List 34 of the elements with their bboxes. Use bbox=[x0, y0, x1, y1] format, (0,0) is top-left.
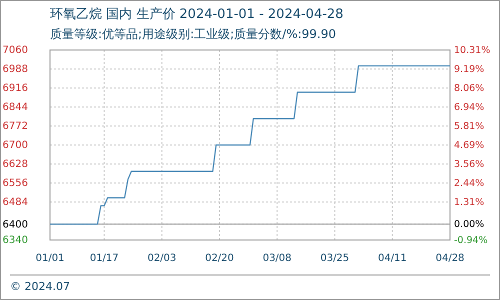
y-tick-label: 6916 bbox=[2, 83, 28, 94]
y-tick-label: 6844 bbox=[2, 102, 28, 114]
y2-tick-label: 9.19% bbox=[454, 64, 484, 75]
y-tick-label: 6556 bbox=[2, 178, 28, 190]
y2-tick-label: 4.69% bbox=[454, 140, 484, 151]
x-tick-label: 04/28 bbox=[436, 253, 464, 264]
y-tick-label: 6400 bbox=[2, 219, 28, 230]
y-tick-label: 6772 bbox=[2, 121, 28, 132]
y-tick-label: 6340 bbox=[2, 235, 28, 246]
y2-tick-label: 5.81% bbox=[454, 121, 484, 132]
x-tick-label: 03/25 bbox=[320, 253, 350, 264]
x-tick-label: 03/08 bbox=[262, 253, 292, 264]
chart-subtitle: 质量等级:优等品;用途级别:工业级;质量分数/%:99.90 bbox=[50, 27, 336, 41]
x-tick-label: 02/03 bbox=[147, 253, 176, 264]
x-tick-label: 04/11 bbox=[378, 253, 407, 264]
x-tick-label: 01/17 bbox=[90, 253, 119, 264]
text: © 2024.07 bbox=[10, 280, 70, 293]
y-tick-label: 7060 bbox=[2, 45, 28, 56]
y-tick-label: 6700 bbox=[2, 140, 28, 152]
y2-tick-label: 8.06% bbox=[454, 83, 484, 94]
x-tick-label: 01/01 bbox=[36, 253, 64, 264]
y-tick-label: 6484 bbox=[2, 197, 28, 208]
x-tick-label: 02/20 bbox=[205, 253, 234, 264]
y-tick-label: 6988 bbox=[2, 64, 28, 76]
line-series bbox=[49, 65, 451, 225]
chart-title: 环氧乙烷 国内 生产价 2024-01-01 - 2024-04-28 bbox=[50, 7, 344, 22]
y2-tick-label: -0.94% bbox=[454, 235, 488, 246]
y2-tick-label: 10.31% bbox=[454, 45, 490, 56]
y2-tick-label: 1.31% bbox=[454, 197, 484, 208]
y2-tick-label: 0.00% bbox=[454, 219, 484, 230]
y-tick-label: 6628 bbox=[2, 159, 28, 170]
y2-tick-label: 3.56% bbox=[454, 159, 484, 170]
y2-tick-label: 6.94% bbox=[454, 102, 484, 113]
y2-tick-label: 2.44% bbox=[454, 178, 484, 189]
